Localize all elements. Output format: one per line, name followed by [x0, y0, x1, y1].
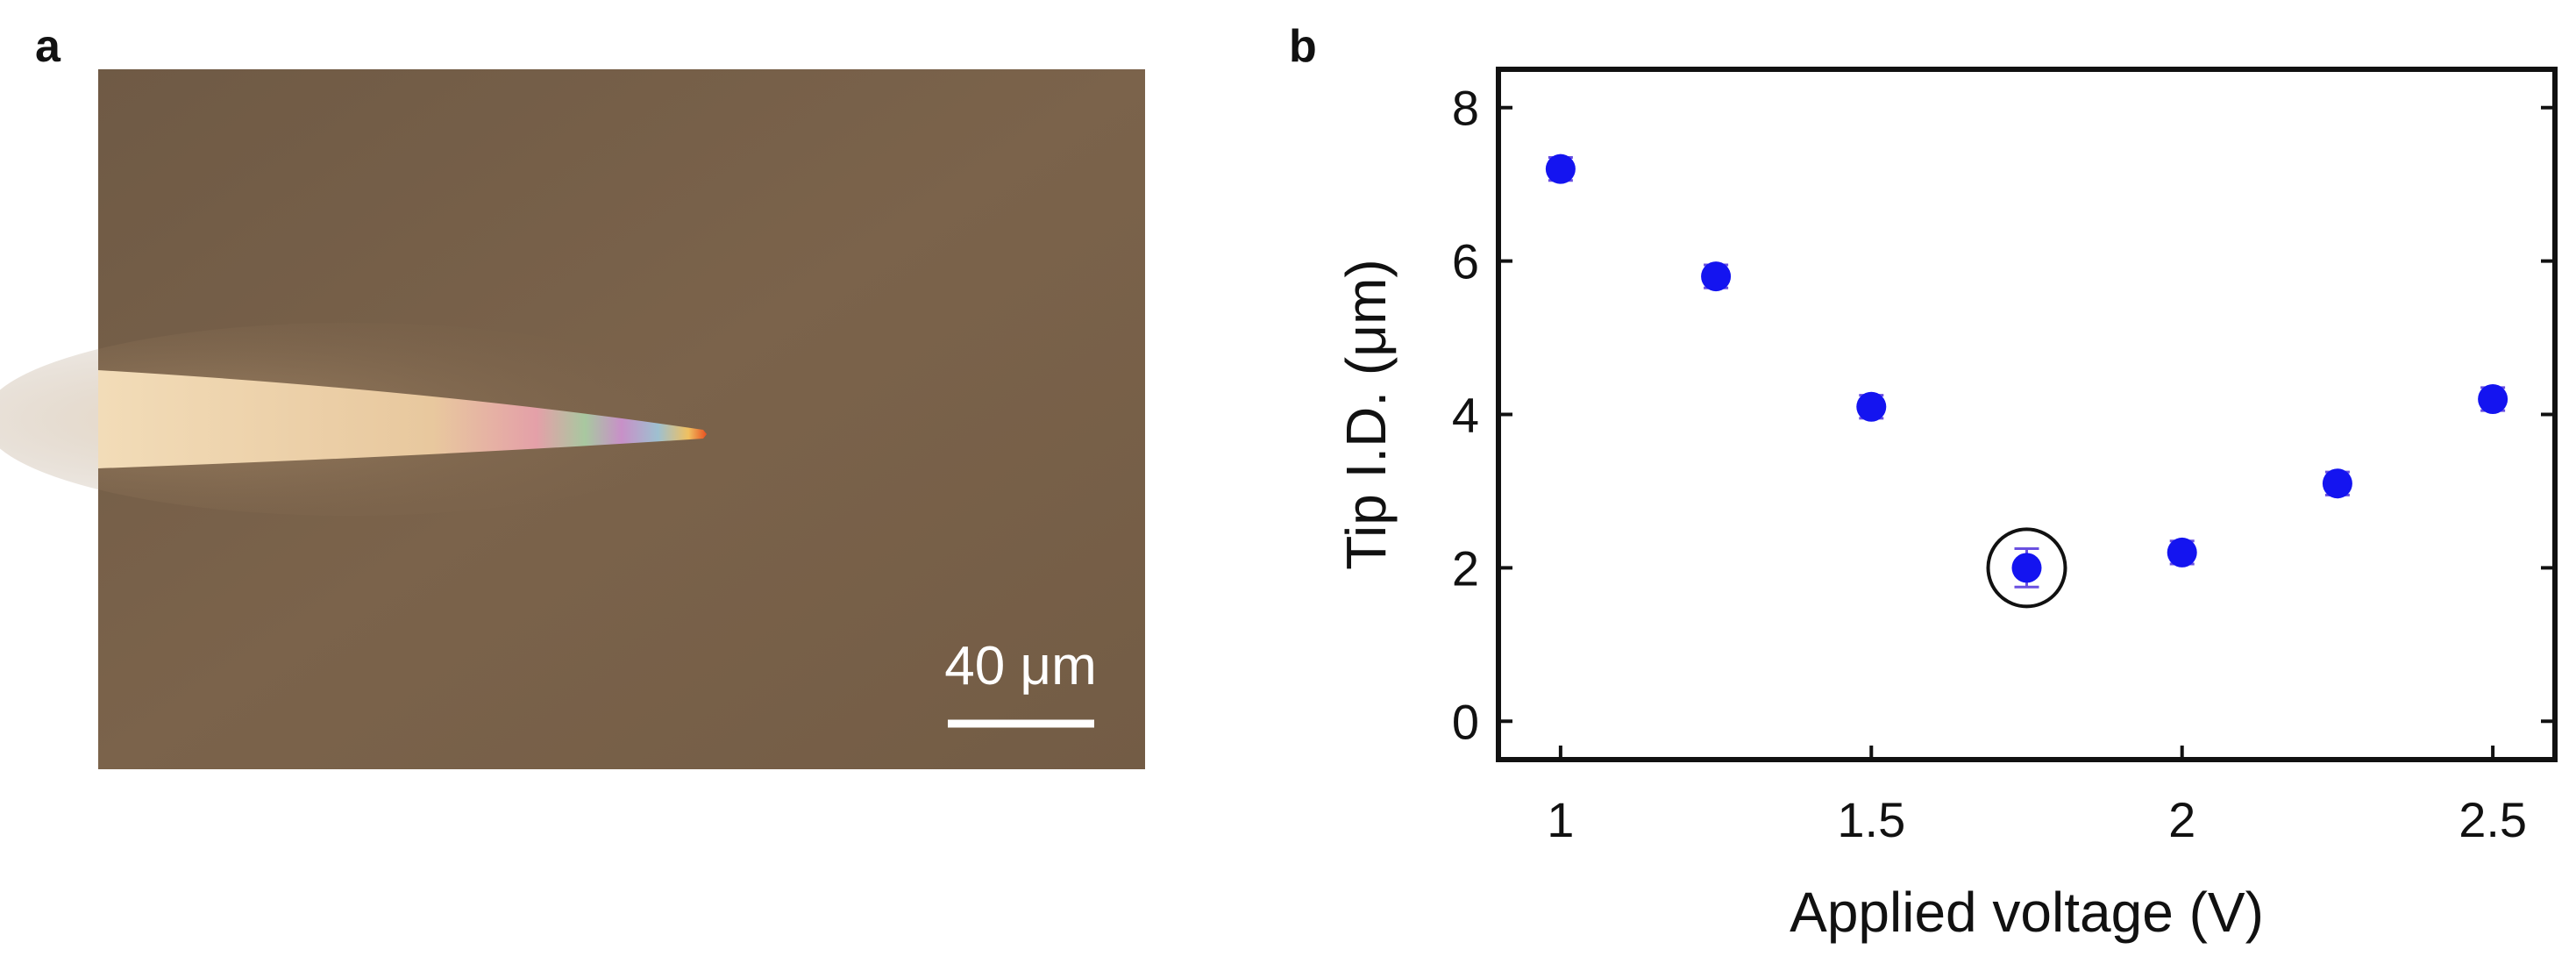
micrograph: 40 μm — [0, 69, 1145, 769]
x-tick-label: 1 — [1547, 792, 1574, 847]
scale-bar-label: 40 μm — [944, 636, 1097, 696]
data-point — [1701, 261, 1732, 292]
panel-label: b — [1289, 21, 1317, 72]
x-tick-label: 2 — [2168, 792, 2195, 847]
data-point — [1545, 153, 1576, 184]
panel-label: a — [35, 21, 61, 72]
x-axis-label: Applied voltage (V) — [1790, 881, 2264, 944]
y-tick-label: 6 — [1452, 234, 1479, 289]
y-tick-label: 8 — [1452, 81, 1479, 136]
plot-frame — [1496, 67, 2558, 762]
data-point — [1856, 391, 1887, 422]
x-tick-label: 1.5 — [1837, 792, 1905, 847]
y-tick-label: 4 — [1452, 388, 1479, 443]
x-tick-label: 2.5 — [2459, 792, 2527, 847]
y-tick-label: 0 — [1452, 694, 1479, 749]
data-point — [2011, 553, 2042, 583]
highlight-ring — [1986, 527, 2067, 609]
data-point — [2167, 537, 2197, 568]
pipette-tip — [98, 370, 707, 468]
y-tick-label: 2 — [1452, 540, 1479, 596]
data-point — [2322, 468, 2352, 499]
data-point — [2478, 384, 2508, 415]
y-axis-label: Tip I.D. (μm) — [1334, 259, 1398, 569]
